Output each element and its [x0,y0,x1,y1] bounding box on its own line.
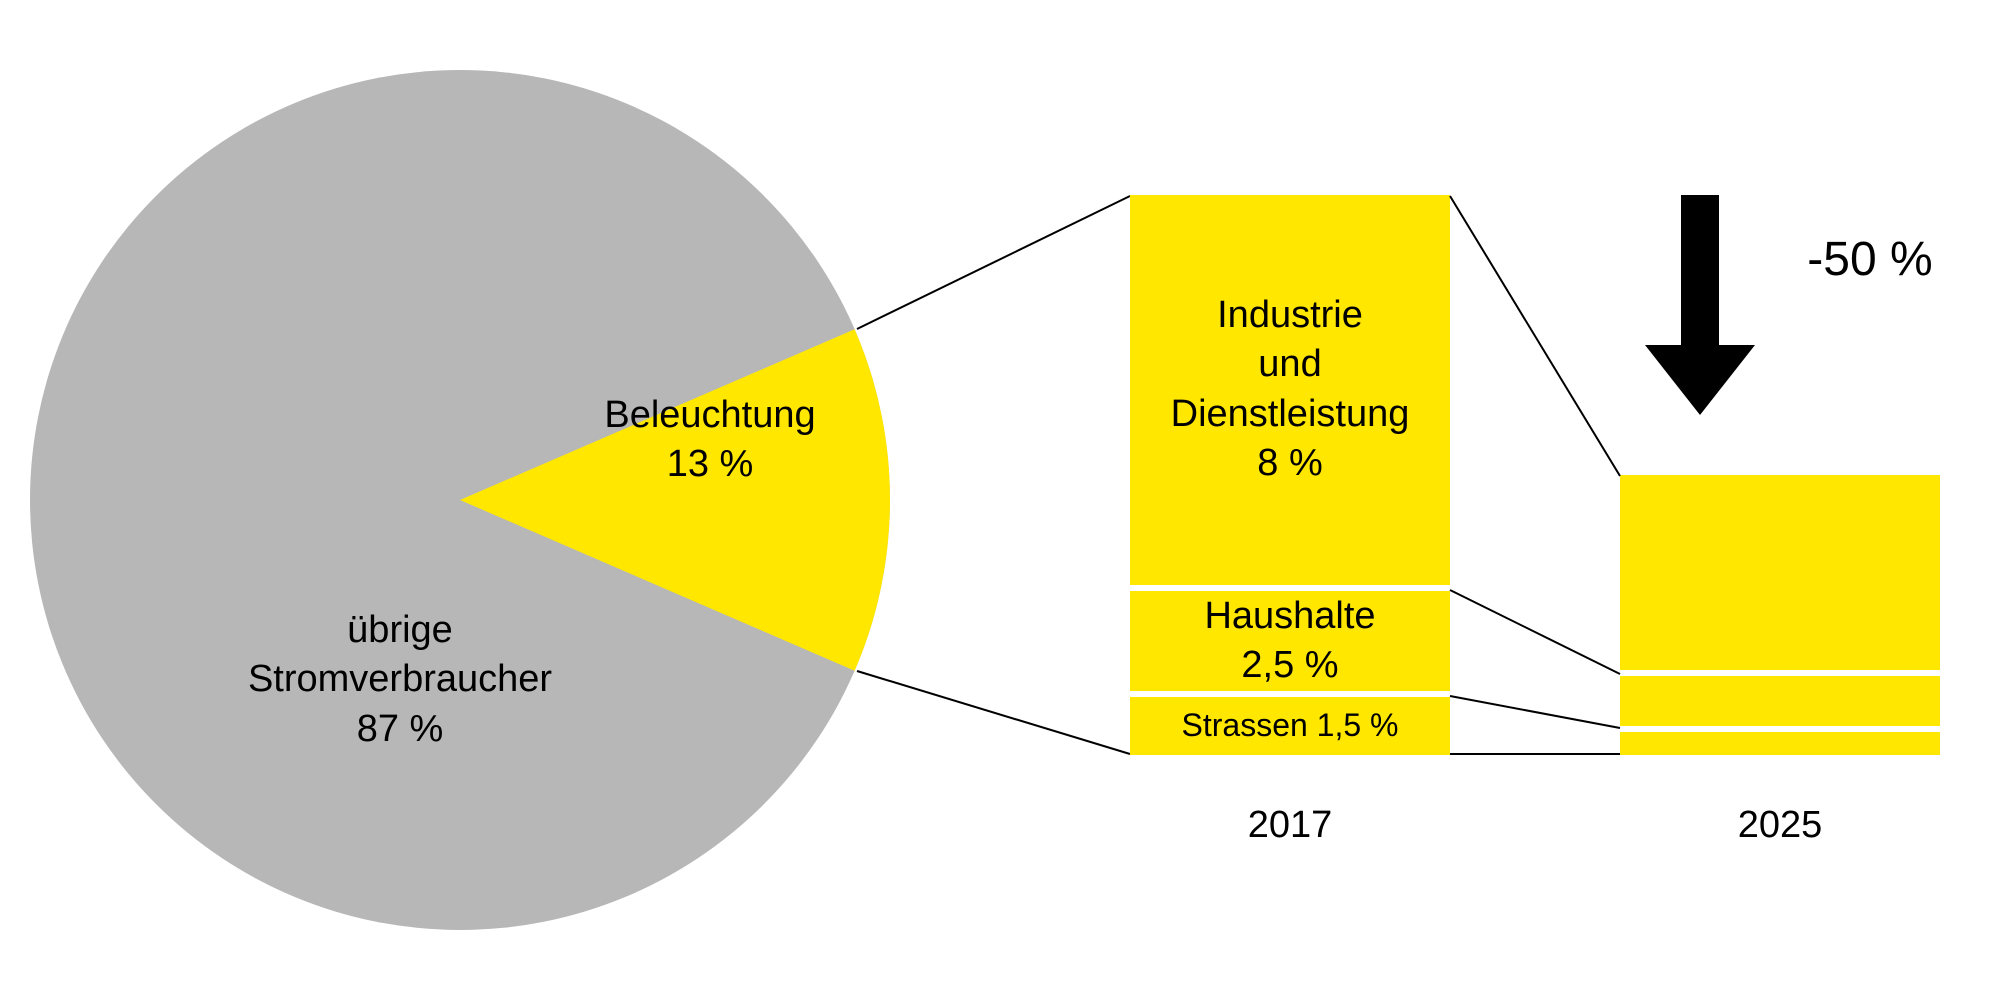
infographic-svg [0,0,2000,1000]
pie-label-beleuchtung: Beleuchtung 13 % [410,391,1010,490]
bar-label-haushalte: Haushalte 2,5 % [990,592,1590,691]
bar-2025-segment-industrie-2025 [1620,475,1940,670]
bar-2025-segment-strassen-2025 [1620,732,1940,755]
pie-label-uebrige: übrige Stromverbraucher 87 % [100,606,700,754]
reduction-arrow-icon [1645,195,1755,415]
bar-label-strassen: Strassen 1,5 % [990,705,1590,747]
year-label-2025: 2025 [1480,801,2000,850]
bar-label-industrie: Industrie und Dienstleistung 8 % [990,291,1590,489]
bar-2025-segment-haushalte-2025 [1620,676,1940,726]
reduction-label: -50 % [1570,229,2000,291]
